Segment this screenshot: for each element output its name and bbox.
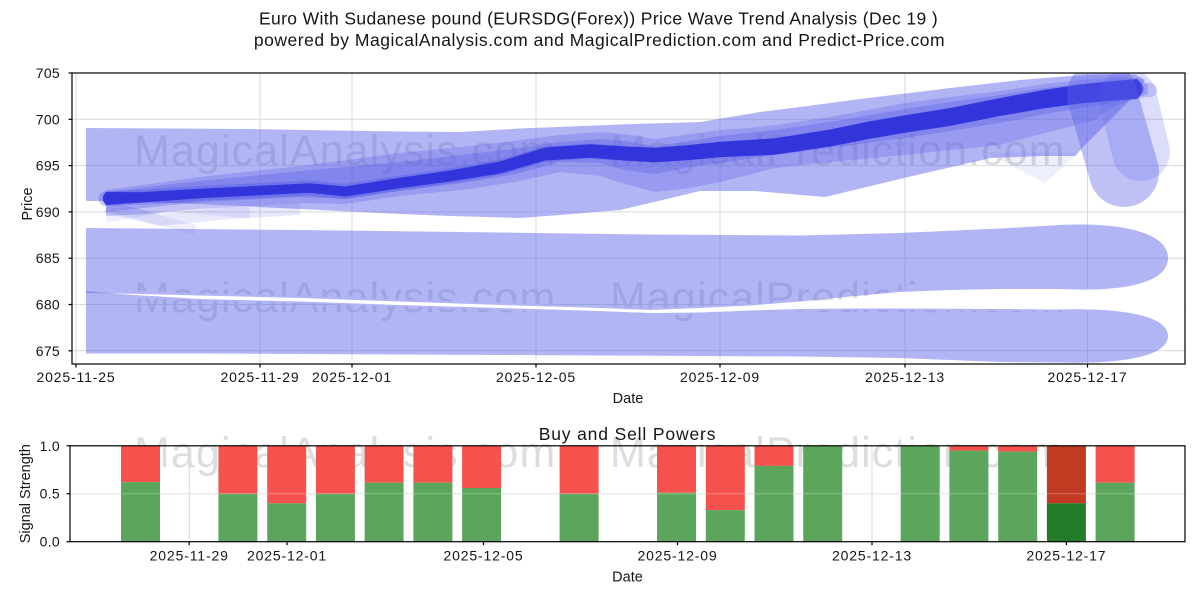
svg-text:Date: Date bbox=[613, 391, 644, 407]
svg-text:2025-12-05: 2025-12-05 bbox=[496, 369, 576, 385]
svg-text:2025-12-13: 2025-12-13 bbox=[865, 369, 945, 385]
svg-text:2025-12-01: 2025-12-01 bbox=[312, 369, 392, 385]
svg-text:690: 690 bbox=[36, 204, 60, 220]
svg-text:2025-12-09: 2025-12-09 bbox=[637, 548, 717, 564]
svg-text:680: 680 bbox=[36, 297, 60, 313]
svg-text:2025-11-29: 2025-11-29 bbox=[150, 548, 229, 564]
svg-text:Euro With Sudanese pound (EURS: Euro With Sudanese pound (EURSDG(Forex))… bbox=[259, 9, 938, 29]
svg-text:0.5: 0.5 bbox=[40, 486, 60, 502]
svg-text:Date: Date bbox=[612, 570, 643, 586]
svg-text:695: 695 bbox=[36, 158, 60, 174]
svg-text:700: 700 bbox=[36, 111, 60, 127]
svg-text:Price: Price bbox=[20, 187, 36, 220]
svg-text:675: 675 bbox=[36, 343, 60, 359]
svg-text:Signal Strength: Signal Strength bbox=[18, 444, 34, 543]
svg-text:2025-12-05: 2025-12-05 bbox=[443, 548, 523, 564]
svg-text:powered by MagicalAnalysis.com: powered by MagicalAnalysis.com and Magic… bbox=[254, 30, 945, 50]
svg-text:705: 705 bbox=[36, 65, 60, 81]
svg-text:2025-12-09: 2025-12-09 bbox=[680, 369, 760, 385]
svg-text:2025-12-13: 2025-12-13 bbox=[832, 548, 912, 564]
svg-text:2025-11-25: 2025-11-25 bbox=[36, 369, 115, 385]
svg-text:2025-12-17: 2025-12-17 bbox=[1047, 369, 1127, 385]
svg-text:1.0: 1.0 bbox=[40, 438, 60, 454]
svg-text:2025-12-17: 2025-12-17 bbox=[1026, 548, 1106, 564]
svg-text:Buy and Sell Powers: Buy and Sell Powers bbox=[539, 424, 717, 444]
svg-text:2025-12-01: 2025-12-01 bbox=[247, 548, 327, 564]
svg-text:0.0: 0.0 bbox=[40, 534, 60, 550]
svg-text:2025-11-29: 2025-11-29 bbox=[220, 369, 299, 385]
svg-text:685: 685 bbox=[36, 250, 60, 266]
